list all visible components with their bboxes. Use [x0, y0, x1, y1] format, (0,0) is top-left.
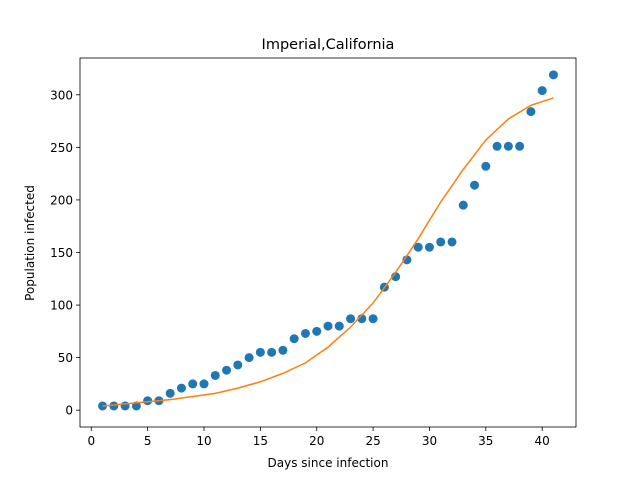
data-point: [515, 141, 525, 151]
data-point: [143, 396, 153, 406]
y-tick-label: 250: [50, 141, 73, 155]
data-point: [503, 141, 513, 151]
y-tick-label: 200: [50, 193, 73, 207]
data-point: [458, 200, 468, 210]
data-point: [267, 347, 277, 357]
y-axis-label: Population infected: [23, 185, 37, 301]
y-tick-label: 0: [65, 404, 73, 418]
x-tick-label: 20: [309, 434, 324, 448]
data-point: [470, 180, 480, 190]
data-point: [165, 388, 175, 398]
data-point: [413, 242, 423, 252]
chart-title: Imperial,California: [262, 37, 395, 53]
data-point: [402, 255, 412, 265]
data-point: [176, 383, 186, 393]
data-point: [368, 314, 378, 324]
y-tick-label: 100: [50, 299, 73, 313]
data-point: [436, 237, 446, 247]
y-tick-label: 150: [50, 246, 73, 260]
data-point: [199, 379, 209, 389]
data-point: [537, 86, 547, 96]
data-point: [120, 401, 130, 411]
axes-frame: [79, 57, 577, 428]
data-point: [481, 161, 491, 171]
data-point: [109, 401, 119, 411]
data-point: [526, 107, 536, 117]
data-point: [334, 321, 344, 331]
x-tick-label: 35: [478, 434, 493, 448]
x-tick-label: 5: [144, 434, 152, 448]
y-tick-label: 300: [50, 88, 73, 102]
data-point: [222, 365, 232, 375]
x-tick-label: 10: [196, 434, 211, 448]
data-point: [323, 321, 333, 331]
x-tick-label: 0: [87, 434, 95, 448]
fit-curve-line: [102, 97, 554, 407]
data-point: [346, 314, 356, 324]
data-point: [188, 379, 198, 389]
y-tick-label: 50: [58, 351, 73, 365]
data-point: [312, 326, 322, 336]
plot-area: 0 5 10 15 20 25 30 35 40 0 50 100 150 200 250 300: [50, 57, 577, 448]
data-point: [548, 70, 558, 80]
data-point: [210, 370, 220, 380]
x-axis-label: Days since infection: [268, 456, 389, 470]
x-tick-label: 15: [253, 434, 268, 448]
data-point: [233, 360, 243, 370]
x-tick-label: 30: [422, 434, 437, 448]
data-point: [492, 141, 502, 151]
x-tick-label: 25: [365, 434, 380, 448]
x-tick-label: 40: [535, 434, 550, 448]
data-point: [244, 353, 254, 363]
data-point: [424, 242, 434, 252]
data-point: [278, 345, 288, 355]
data-point: [447, 237, 457, 247]
data-point: [255, 347, 265, 357]
data-point: [289, 334, 299, 344]
data-point: [300, 328, 310, 338]
